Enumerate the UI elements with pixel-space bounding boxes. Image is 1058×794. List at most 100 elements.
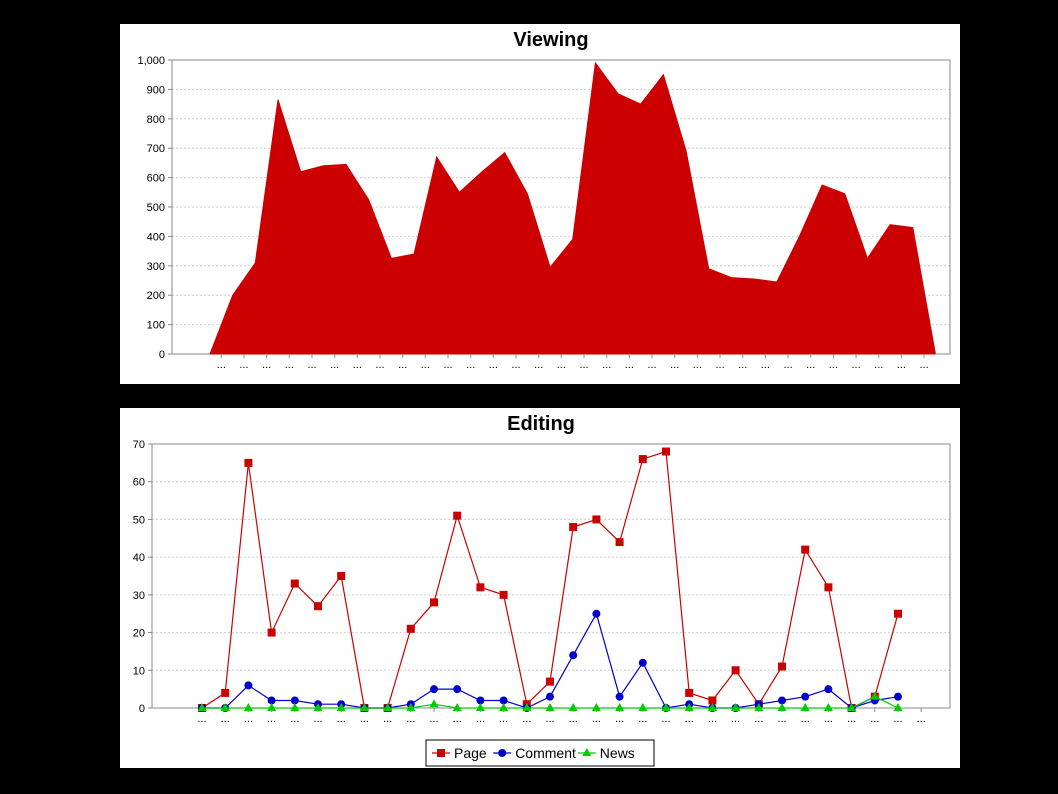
x-tick-label: ...: [783, 359, 792, 371]
data-point-comment: [592, 609, 601, 618]
x-tick-label: ...: [421, 359, 430, 371]
x-tick-label: ...: [522, 713, 531, 725]
data-point-news: [591, 703, 601, 711]
data-point-page: [290, 579, 299, 588]
y-tick-label: 30: [133, 590, 145, 602]
x-tick-label: ...: [360, 713, 369, 725]
x-tick-label: ...: [267, 713, 276, 725]
y-tick-label: 500: [147, 202, 165, 214]
y-tick-label: 10: [133, 665, 145, 677]
data-point-news: [661, 703, 671, 711]
data-point-page: [221, 688, 230, 697]
data-point-news: [406, 703, 416, 711]
legend-marker-comment: [498, 749, 507, 757]
x-tick-label: ...: [715, 359, 724, 371]
y-tick-label: 60: [133, 477, 145, 489]
data-point-page: [569, 522, 578, 531]
data-point-news: [267, 703, 277, 711]
x-tick-label: ...: [761, 359, 770, 371]
x-tick-label: ...: [874, 359, 883, 371]
x-tick-label: ...: [592, 713, 601, 725]
x-tick-label: ...: [511, 359, 520, 371]
data-point-page: [824, 583, 833, 592]
data-point-news: [243, 703, 253, 711]
data-point-page: [314, 602, 322, 611]
x-tick-label: ...: [398, 359, 407, 371]
data-point-news: [800, 703, 810, 711]
legend-box: [425, 739, 655, 767]
viewing-chart: Viewing 0 100 200 300 400 500 600 700 800 900 1,000…: [137, 29, 951, 371]
x-tick-label: ...: [466, 359, 475, 371]
data-point-news: [638, 703, 648, 711]
data-point-news: [290, 703, 300, 711]
x-tick-label: ...: [801, 713, 810, 725]
data-point-news: [731, 703, 741, 711]
x-tick-label: ...: [453, 713, 462, 725]
data-point-comment: [894, 692, 902, 701]
x-tick-label: ...: [693, 359, 702, 371]
legend-marker-news: [582, 748, 592, 756]
x-tick-label: ...: [917, 713, 926, 725]
data-point-page: [894, 609, 902, 618]
data-point-news: [568, 703, 578, 711]
x-tick-label: ...: [754, 713, 763, 725]
data-point-page: [244, 458, 253, 467]
x-tick-label: ...: [806, 359, 815, 371]
x-tick-label: ...: [239, 359, 248, 371]
data-point-news: [777, 703, 787, 711]
x-tick-label: ...: [625, 359, 634, 371]
x-tick-label: ...: [499, 713, 508, 725]
x-tick-label: ...: [893, 713, 902, 725]
x-tick-label: ...: [534, 359, 543, 371]
data-point-comment: [546, 692, 554, 701]
data-point-comment: [778, 696, 786, 705]
data-point-news: [615, 703, 625, 711]
editing-chart: Editing 0 10 20 30 40 50 60 70..................…: [133, 413, 951, 767]
data-point-comment: [615, 692, 624, 701]
data-point-page: [499, 590, 508, 599]
data-point-news: [359, 703, 369, 711]
x-tick-label: ...: [476, 713, 485, 725]
y-tick-label: 200: [147, 290, 165, 302]
data-point-page: [337, 572, 346, 580]
x-tick-label: ...: [897, 359, 906, 371]
y-tick-label: 70: [133, 439, 145, 451]
y-tick-label: 0: [159, 349, 165, 361]
data-point-comment: [638, 658, 647, 667]
chart-title: Viewing: [513, 29, 588, 51]
data-point-news: [220, 703, 230, 711]
x-tick-label: ...: [738, 359, 747, 371]
plot-border: [151, 443, 951, 709]
x-tick-label: ...: [579, 359, 588, 371]
y-tick-label: 1,000: [137, 55, 165, 67]
data-point-comment: [267, 696, 276, 705]
x-tick-label: ...: [919, 359, 928, 371]
x-tick-label: ...: [829, 359, 838, 371]
data-point-news: [197, 703, 207, 711]
y-tick-label: 900: [147, 84, 165, 96]
x-tick-label: ...: [647, 359, 656, 371]
data-point-page: [615, 538, 624, 547]
data-point-news: [893, 703, 903, 711]
data-point-news: [545, 703, 555, 711]
x-tick-label: ...: [870, 713, 879, 725]
x-tick-label: ...: [670, 359, 679, 371]
x-tick-label: ...: [383, 713, 392, 725]
data-point-page: [267, 628, 276, 637]
area-series: [209, 61, 936, 355]
x-tick-label: ...: [429, 713, 438, 725]
data-point-news: [847, 703, 857, 711]
data-point-news: [823, 703, 833, 711]
x-tick-label: ...: [313, 713, 322, 725]
x-tick-label: ...: [731, 713, 740, 725]
legend-label-page: Page: [454, 745, 487, 761]
y-tick-label: 20: [133, 628, 145, 640]
x-tick-label: ...: [557, 359, 566, 371]
editing-chart-panel: Editing 0 10 20 30 40 50 60 70..................…: [120, 408, 960, 768]
series-line-page: [201, 450, 899, 709]
x-tick-label: ...: [244, 713, 253, 725]
data-point-page: [453, 511, 462, 520]
data-point-news: [522, 703, 532, 711]
data-point-comment: [430, 685, 438, 694]
x-tick-label: ...: [638, 713, 647, 725]
